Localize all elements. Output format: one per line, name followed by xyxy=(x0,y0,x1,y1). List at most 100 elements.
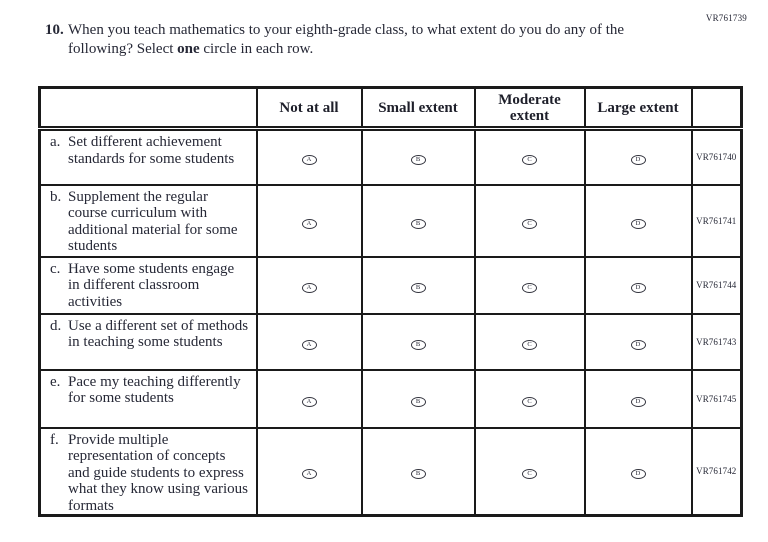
bubble-small-extent[interactable]: B xyxy=(410,469,426,480)
bubble-small-extent[interactable]: B xyxy=(410,218,426,229)
option-cell: C xyxy=(473,183,586,258)
option-cell: D xyxy=(583,312,693,371)
code-column-header xyxy=(690,86,743,131)
option-cell: A xyxy=(255,183,363,258)
option-cell: D xyxy=(583,183,693,258)
column-header-large-extent: Large extent xyxy=(583,86,693,131)
option-cell: D xyxy=(583,426,693,517)
option-cell: B xyxy=(360,426,476,517)
bubble-large-extent[interactable]: D xyxy=(630,469,646,480)
bubble-large-extent[interactable]: D xyxy=(630,218,646,229)
table-row-d: d. Use a different set of methods in tea… xyxy=(38,312,743,371)
bubble-letter: D xyxy=(635,156,641,164)
bubble-letter: C xyxy=(527,156,532,164)
row-code: VR761742 xyxy=(690,426,743,517)
option-cell: C xyxy=(473,426,586,517)
form-code-top: VR761739 xyxy=(705,13,747,23)
row-letter: a. xyxy=(50,134,61,150)
bubble-letter: B xyxy=(415,397,421,405)
bubble-letter: D xyxy=(635,470,641,478)
bubble-moderate-extent[interactable]: C xyxy=(522,218,537,229)
bubble-letter: A xyxy=(306,156,312,164)
bubble-letter: C xyxy=(527,340,532,348)
bubble-letter: C xyxy=(527,219,532,227)
column-header-small-extent: Small extent xyxy=(360,86,476,131)
option-cell: C xyxy=(473,127,586,186)
option-cell: A xyxy=(255,368,363,429)
bubble-small-extent[interactable]: B xyxy=(410,283,426,293)
bubble-letter: D xyxy=(635,340,641,348)
bubble-not-at-all[interactable]: A xyxy=(301,283,317,293)
column-header-moderate-extent: Moderate extent xyxy=(473,86,586,131)
question-text-lead: When you teach mathematics to your eight… xyxy=(68,22,625,57)
option-cell: D xyxy=(583,255,693,315)
item-cell: b. Supplement the regular course curricu… xyxy=(38,183,258,258)
bubble-letter: A xyxy=(306,470,312,478)
option-cell: D xyxy=(583,127,693,186)
row-letter: c. xyxy=(50,260,61,277)
bubble-letter: C xyxy=(527,397,532,405)
bubble-small-extent[interactable]: B xyxy=(410,396,426,407)
item-cell: d. Use a different set of methods in tea… xyxy=(38,312,258,371)
row-letter: f. xyxy=(50,431,59,448)
bubble-letter: B xyxy=(415,219,421,227)
bubble-large-extent[interactable]: D xyxy=(630,155,646,166)
column-header-not-at-all: Not at all xyxy=(255,86,363,131)
row-item-text: Provide multiple representation of conce… xyxy=(68,431,248,514)
bubble-letter: C xyxy=(527,284,532,291)
bubble-not-at-all[interactable]: A xyxy=(301,339,317,350)
bubble-letter: A xyxy=(306,284,312,291)
item-cell: f. Provide multiple representation of co… xyxy=(38,426,258,517)
extent-table: Not at all Small extent Moderate extent … xyxy=(38,86,743,517)
row-code: VR761745 xyxy=(690,368,743,429)
option-cell: C xyxy=(473,312,586,371)
bubble-moderate-extent[interactable]: C xyxy=(522,339,537,350)
bubble-moderate-extent[interactable]: C xyxy=(522,469,537,480)
bubble-letter: C xyxy=(527,470,532,478)
bubble-letter: D xyxy=(635,284,641,291)
table-row-c: c. Have some students engage in differen… xyxy=(38,255,743,315)
bubble-small-extent[interactable]: B xyxy=(410,155,426,166)
bubble-not-at-all[interactable]: A xyxy=(301,396,317,407)
table-row-f: f. Provide multiple representation of co… xyxy=(38,426,743,517)
row-item-text: Use a different set of methods in teachi… xyxy=(68,317,249,351)
bubble-large-extent[interactable]: D xyxy=(630,396,646,407)
bubble-letter: B xyxy=(415,156,421,164)
item-cell: e. Pace my teaching differently for some… xyxy=(38,368,258,429)
option-cell: C xyxy=(473,255,586,315)
table-row-a: a. Set different achievement standards f… xyxy=(38,127,743,186)
row-letter: d. xyxy=(50,317,62,334)
option-cell: A xyxy=(255,127,363,186)
row-item-text: Supplement the regular course curriculum… xyxy=(68,188,238,255)
bubble-moderate-extent[interactable]: C xyxy=(522,155,537,166)
option-cell: B xyxy=(360,368,476,429)
bubble-large-extent[interactable]: D xyxy=(630,283,646,293)
question-text-tail: circle in each row. xyxy=(199,41,314,57)
bubble-moderate-extent[interactable]: C xyxy=(522,283,537,293)
bubble-moderate-extent[interactable]: C xyxy=(522,396,537,407)
item-column-header xyxy=(38,86,258,131)
bubble-large-extent[interactable]: D xyxy=(630,339,646,350)
bubble-not-at-all[interactable]: A xyxy=(301,155,317,166)
row-item-text: Set different achievement standards for … xyxy=(68,134,235,167)
option-cell: B xyxy=(360,127,476,186)
bubble-small-extent[interactable]: B xyxy=(410,339,426,350)
option-cell: C xyxy=(473,368,586,429)
item-cell: a. Set different achievement standards f… xyxy=(38,127,258,186)
row-code: VR761744 xyxy=(690,255,743,315)
row-code: VR761743 xyxy=(690,312,743,371)
table-row-b: b. Supplement the regular course curricu… xyxy=(38,183,743,258)
option-cell: D xyxy=(583,368,693,429)
bubble-not-at-all[interactable]: A xyxy=(301,218,317,229)
option-cell: B xyxy=(360,183,476,258)
item-cell: c. Have some students engage in differen… xyxy=(38,255,258,315)
option-cell: A xyxy=(255,312,363,371)
row-letter: b. xyxy=(50,188,62,205)
row-item-text: Pace my teaching differently for some st… xyxy=(68,373,241,407)
row-letter: e. xyxy=(50,373,61,390)
question-block: 10. When you teach mathematics to your e… xyxy=(45,21,705,59)
bubble-not-at-all[interactable]: A xyxy=(301,469,317,480)
question-bold-word: one xyxy=(177,41,200,57)
option-cell: A xyxy=(255,255,363,315)
